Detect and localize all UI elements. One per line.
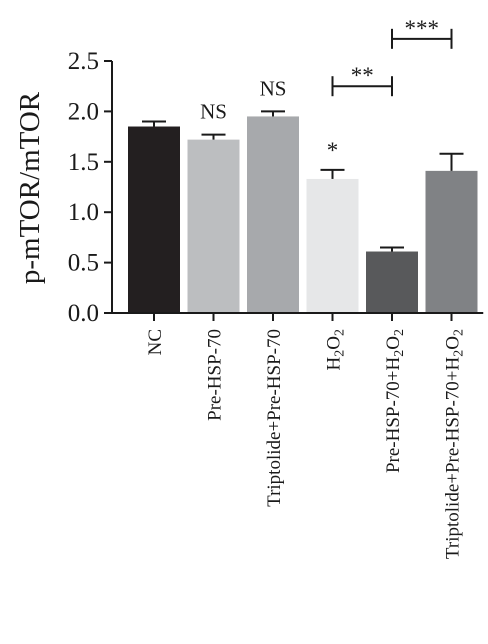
bar [128,126,180,314]
x-tick-label-text: H [443,356,464,370]
x-tick-label: Pre-HSP-70 [205,329,226,421]
x-tick-label-text: Triptolide+Pre-HSP-70+ [443,370,464,559]
x-tick-label-text: O [324,336,345,350]
x-tick-label: Triptolide+Pre-HSP-70+H2O2 [443,329,467,559]
x-tick-label-subscript: 2 [451,350,466,357]
x-tick-label-text: Pre-HSP-70 [205,329,226,421]
y-tick-label: 1.5 [68,149,99,176]
x-tick-label-subscript: 2 [332,329,347,336]
x-tick-label: Triptolide+Pre-HSP-70 [264,329,285,507]
bracket-label: *** [405,16,440,41]
x-tick-label-text: O [383,336,404,350]
x-tick-label-subscript: 2 [451,329,466,336]
x-tick-label-text: O [443,336,464,350]
x-tick-label-subscript: 2 [392,350,407,357]
y-tick-label: 2.5 [68,48,99,75]
bar [247,116,299,313]
x-tick-label-text: H [324,356,345,370]
bar-significance-label: * [327,138,339,163]
x-tick-label-subscript: 2 [332,350,347,357]
x-tick-label-subscript: 2 [392,329,407,336]
bar [306,178,359,313]
x-tick-label-text: Triptolide+Pre-HSP-70 [264,329,285,507]
x-tick-label-text: NC [145,329,166,355]
x-axis: NC Pre-HSP-70 Triptolide+Pre-HSP-70 H2O2Pre… [112,312,484,559]
x-tick-label: Pre-HSP-70+H2O2 [383,329,407,473]
x-tick-label-text: H [383,356,404,370]
x-tick-label: H2O2 [324,329,348,370]
bar-significance-label: NS [260,76,287,100]
bar [425,170,478,313]
y-axis-title: p-mTOR/mTOR [14,91,46,284]
bar [187,139,240,313]
bars [128,110,478,314]
y-axis: 0.0 0.5 1.0 1.5 2.0 2.5 [68,48,113,327]
x-tick-label-text: Pre-HSP-70+ [383,370,404,473]
y-tick-label: 0.5 [68,250,99,277]
y-tick-label: 2.0 [68,98,99,125]
bracket-label: ** [351,63,374,88]
bar [366,251,418,313]
bar-significance-label: NS [200,100,227,124]
x-tick-label: NC [145,329,166,355]
y-tick-label: 1.0 [68,199,99,226]
y-tick-label: 0.0 [68,300,99,327]
